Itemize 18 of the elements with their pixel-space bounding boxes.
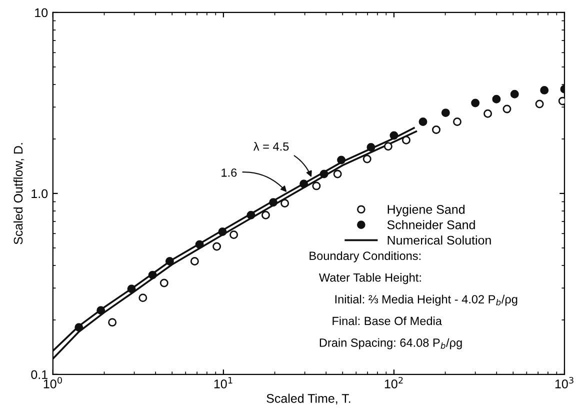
annotation: 1.6 bbox=[222, 168, 237, 177]
annotation: Drain Spacing: 64.08 P$_{b}$/ρg bbox=[320, 338, 462, 350]
annotation: Final: Base Of Media bbox=[332, 316, 442, 326]
legend-label: Schneider Sand bbox=[387, 220, 475, 230]
x-tick-label: 10$^{3}$ bbox=[555, 376, 574, 388]
y-tick-label: 0.1 bbox=[31, 370, 48, 380]
legend-label: Numerical Solution bbox=[388, 235, 491, 245]
annotation: λ = 4.5 bbox=[253, 142, 289, 151]
x-axis-title: Scaled Time, T. bbox=[266, 394, 350, 404]
annotation: Water Table Height: bbox=[318, 273, 421, 284]
y-tick-label: 10 bbox=[35, 8, 48, 18]
y-tick-label: 1.0 bbox=[32, 189, 48, 198]
legend-label: Hygiene Sand bbox=[388, 204, 464, 216]
annotation: Boundary Conditions: bbox=[310, 251, 420, 262]
y-axis-title: Scaled Outflow, D. bbox=[13, 143, 24, 244]
x-tick-label: 10$^{2}$ bbox=[384, 376, 403, 388]
x-tick-label: 10$^{1}$ bbox=[214, 377, 232, 388]
annotation: Initial: ⅔ Media Height - 4.02 P$_{b}$/ρg bbox=[335, 294, 518, 306]
